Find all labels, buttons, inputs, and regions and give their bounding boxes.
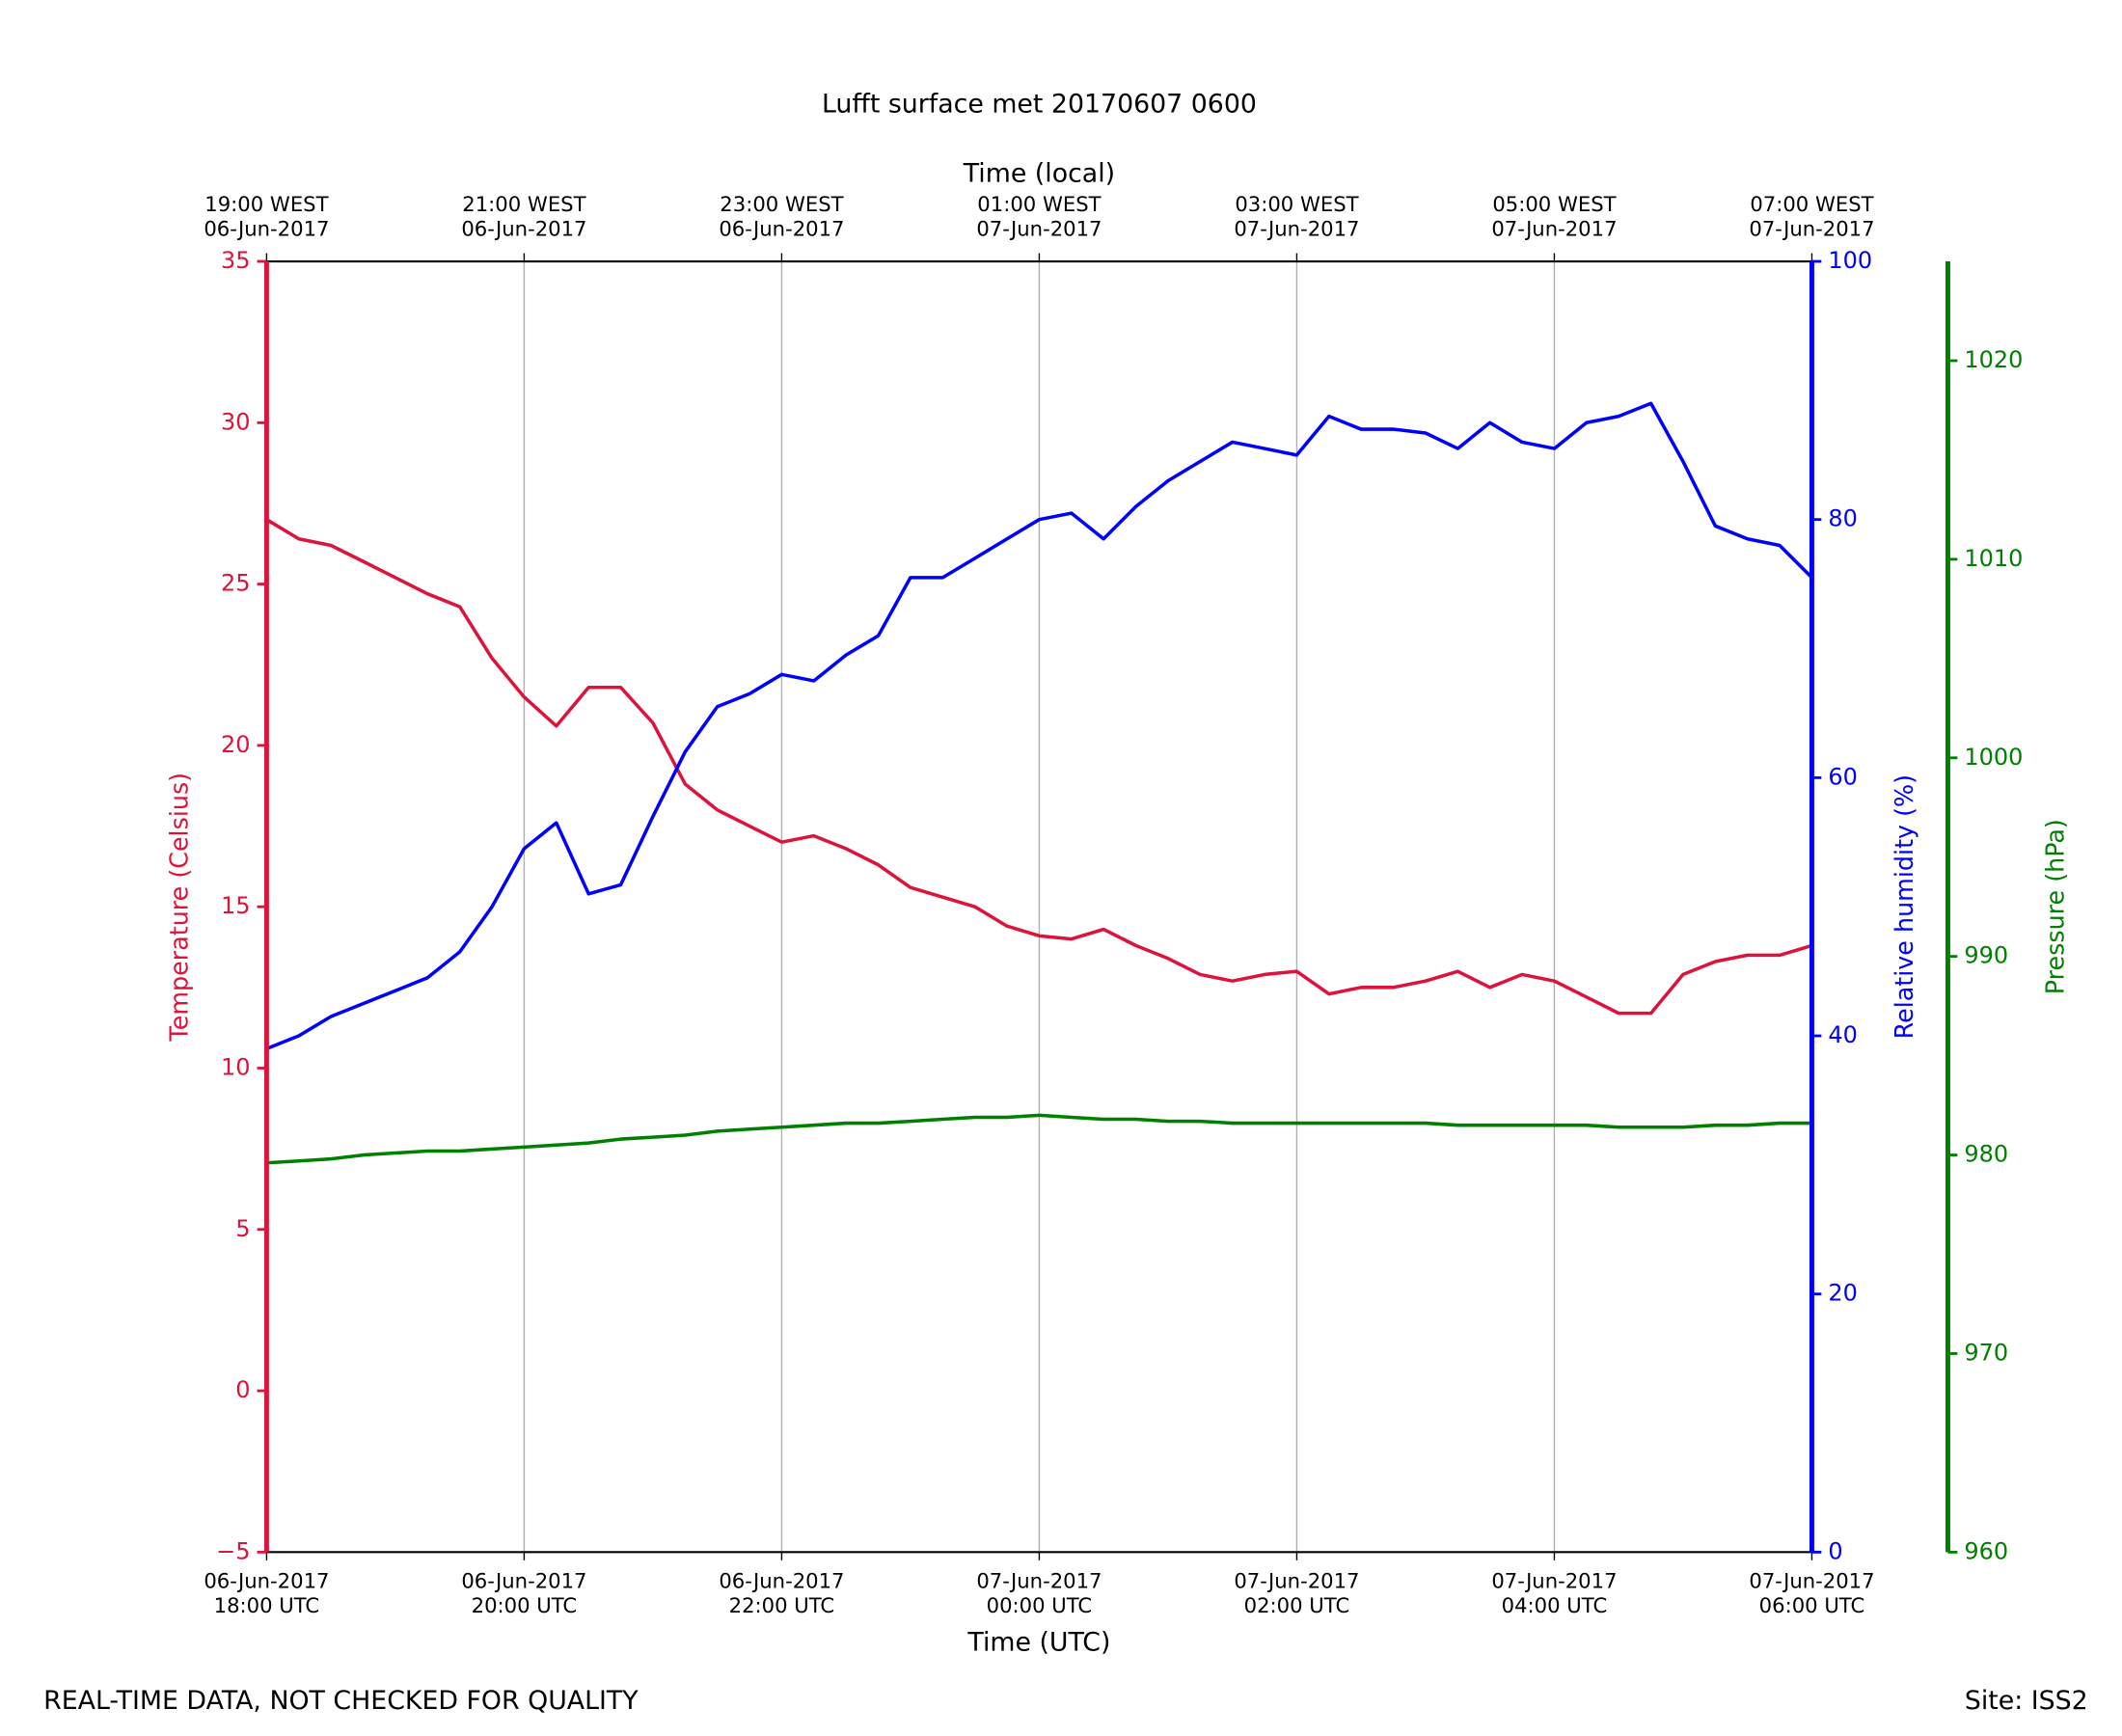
x2-tick-label: 06-Jun-2017 (204, 217, 329, 241)
x-tick-label: 07-Jun-2017 (1491, 1568, 1617, 1592)
x2-tick-label: 01:00 WEST (977, 192, 1101, 216)
footer-note: REAL-TIME DATA, NOT CHECKED FOR QUALITY (43, 1686, 639, 1716)
x2-axis-title: Time (local) (963, 158, 1115, 188)
y-axis-tick-label: 25 (221, 570, 251, 597)
x-tick-label: 18:00 UTC (214, 1593, 320, 1617)
x-tick-label: 06-Jun-2017 (461, 1568, 586, 1592)
x2-tick-label: 07-Jun-2017 (976, 217, 1102, 241)
x-tick-label: 07-Jun-2017 (1749, 1568, 1874, 1592)
y2-axis-tick-label: 20 (1828, 1280, 1858, 1307)
x-tick-label: 02:00 UTC (1244, 1593, 1350, 1617)
y3-axis-tick-label: 970 (1964, 1339, 2008, 1366)
y3-axis-tick-label: 990 (1964, 942, 2008, 969)
data-line (265, 518, 1812, 1016)
x-tick-label: 06-Jun-2017 (719, 1568, 844, 1592)
x2-tick-label: 19:00 WEST (204, 192, 328, 216)
y-axis-tick-label: 35 (221, 247, 251, 274)
x-tick-label: 00:00 UTC (987, 1593, 1093, 1617)
x-tick-label: 22:00 UTC (729, 1593, 835, 1617)
y2-axis-tick-label: 60 (1828, 763, 1858, 790)
x-tick-label: 04:00 UTC (1502, 1593, 1608, 1617)
x2-tick-label: 03:00 WEST (1235, 192, 1358, 216)
x2-tick-label: 06-Jun-2017 (461, 217, 586, 241)
y-axis-tick-label: 30 (221, 408, 251, 435)
x-tick-label: 06-Jun-2017 (204, 1568, 329, 1592)
y2-axis-tick-label: 0 (1828, 1537, 1842, 1564)
x2-tick-label: 07-Jun-2017 (1234, 217, 1359, 241)
y2-axis-tick-label: 80 (1828, 505, 1858, 532)
y3-axis-tick-label: 1020 (1964, 346, 2023, 373)
y-axis-title: Temperature (Celsius) (165, 773, 194, 1043)
y2-axis-tick-label: 100 (1828, 247, 1872, 274)
x-tick-label: 07-Jun-2017 (976, 1568, 1102, 1592)
y-axis-tick-label: 20 (221, 731, 251, 758)
y-axis-tick-label: −5 (216, 1537, 250, 1564)
x2-tick-label: 07-Jun-2017 (1749, 217, 1874, 241)
x2-tick-label: 21:00 WEST (462, 192, 585, 216)
x2-tick-label: 06-Jun-2017 (719, 217, 844, 241)
y3-axis-tick-label: 1010 (1964, 545, 2023, 572)
x2-tick-label: 23:00 WEST (720, 192, 843, 216)
x2-tick-label: 05:00 WEST (1492, 192, 1616, 216)
y-axis-tick-label: 10 (221, 1053, 251, 1080)
y3-axis-title: Pressure (hPa) (2040, 819, 2069, 994)
footer-site: Site: ISS2 (1965, 1686, 2088, 1716)
y3-axis-tick-label: 980 (1964, 1141, 2008, 1168)
y-axis-tick-label: 0 (235, 1376, 250, 1403)
data-line (266, 1113, 1812, 1165)
x-axis-title: Time (UTC) (966, 1627, 1110, 1657)
y3-axis-tick-label: 1000 (1964, 744, 2023, 771)
y2-axis-title: Relative humidity (%) (1890, 774, 1918, 1039)
x2-tick-label: 07:00 WEST (1750, 192, 1873, 216)
y-axis-tick-label: 15 (221, 892, 251, 919)
x-tick-label: 20:00 UTC (472, 1593, 578, 1617)
x2-tick-label: 07-Jun-2017 (1491, 217, 1617, 241)
y-axis-tick-label: 5 (235, 1215, 250, 1242)
x-tick-label: 06:00 UTC (1759, 1593, 1865, 1617)
x-tick-label: 07-Jun-2017 (1234, 1568, 1359, 1592)
data-line (265, 401, 1813, 1051)
y2-axis-tick-label: 40 (1828, 1021, 1858, 1048)
chart-title: Lufft surface met 20170607 0600 (822, 89, 1257, 119)
y3-axis-tick-label: 960 (1964, 1537, 2008, 1564)
